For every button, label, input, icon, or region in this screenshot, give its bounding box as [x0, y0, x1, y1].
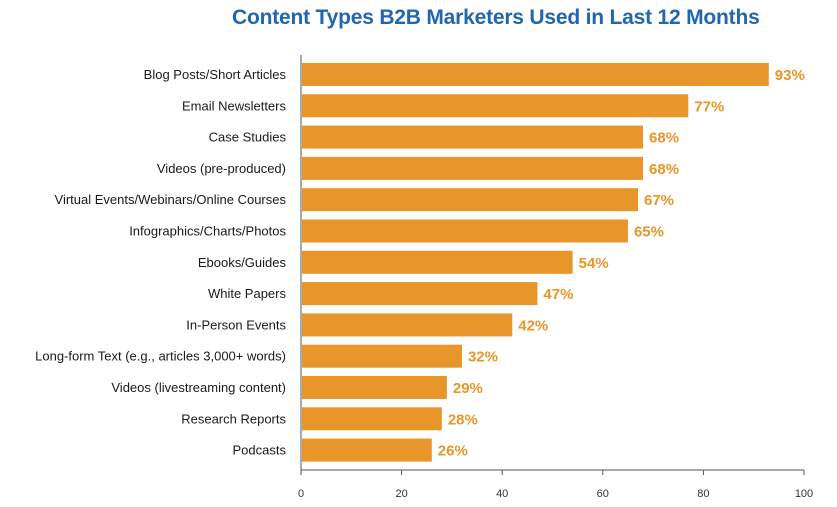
bar [302, 94, 689, 118]
bar [302, 282, 538, 306]
x-tick-label: 60 [597, 488, 609, 500]
bar [302, 407, 442, 431]
category-label: White Papers [208, 286, 287, 301]
value-label: 67% [644, 192, 674, 209]
value-label: 47% [543, 286, 573, 303]
category-label: Research Reports [181, 411, 286, 426]
value-label: 65% [634, 224, 664, 241]
bar [302, 156, 644, 180]
chart-title: Content Types B2B Marketers Used in Last… [232, 6, 760, 29]
bar [302, 188, 639, 212]
x-tick-label: 0 [298, 488, 304, 500]
category-label: Infographics/Charts/Photos [129, 224, 286, 239]
x-tick-label: 80 [697, 488, 709, 500]
bar [302, 250, 573, 274]
x-tick-label: 40 [496, 488, 508, 500]
value-label: 68% [649, 161, 679, 178]
value-label: 28% [448, 411, 478, 428]
category-label: Email Newsletters [182, 98, 287, 113]
bar [302, 344, 462, 368]
category-label: Podcasts [233, 443, 287, 458]
bar [302, 63, 769, 86]
category-label: Ebooks/Guides [198, 255, 287, 270]
value-label: 77% [694, 98, 724, 115]
x-tick-label: 100 [795, 488, 813, 500]
value-label: 42% [518, 317, 548, 334]
bars-layer [302, 63, 769, 462]
value-label: 26% [438, 443, 468, 460]
bar [302, 438, 432, 462]
bar [302, 376, 447, 399]
category-label: In-Person Events [186, 317, 286, 332]
bar [302, 313, 513, 337]
value-label: 29% [453, 380, 483, 397]
category-labels: Blog Posts/Short Articles Email Newslette… [35, 67, 286, 458]
bar [302, 219, 628, 243]
category-label: Case Studies [209, 130, 287, 145]
value-label: 54% [579, 255, 609, 272]
category-label: Long-form Text (e.g., articles 3,000+ wo… [35, 349, 286, 364]
value-labels: 93% 77% 68% 68% 67% 65% 54% 47% 42% 32% 29% 28% 26% [438, 67, 805, 460]
value-label: 93% [775, 67, 805, 84]
x-tick-label: 20 [395, 488, 407, 500]
value-label: 32% [468, 349, 498, 366]
category-label: Videos (livestreaming content) [111, 380, 286, 395]
bar [302, 125, 644, 149]
category-label: Blog Posts/Short Articles [144, 67, 287, 82]
x-axis: 0 20 40 60 80 100 [298, 55, 813, 500]
category-label: Videos (pre-produced) [157, 161, 286, 176]
value-label: 68% [649, 130, 679, 147]
category-label: Virtual Events/Webinars/Online Courses [55, 192, 287, 207]
